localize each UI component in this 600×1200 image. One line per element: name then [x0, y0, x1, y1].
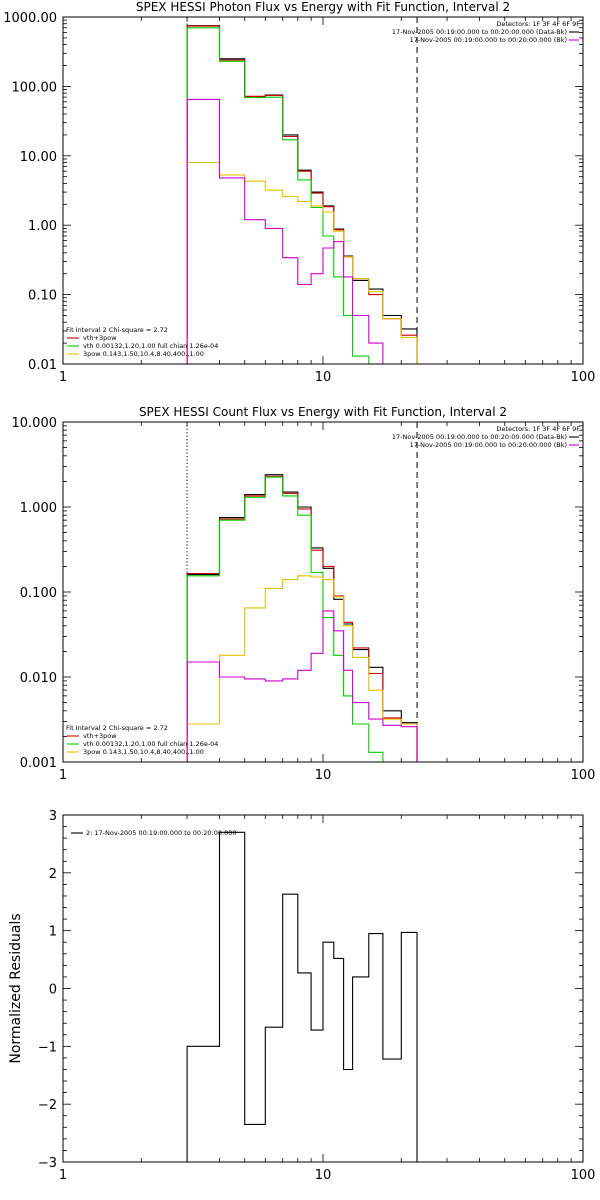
x-tick-label: 100	[571, 1168, 596, 1183]
y-tick-label: 1.000	[20, 501, 57, 516]
x-tick-label: 10	[315, 1168, 332, 1183]
info-line: 17-Nov-2005 00:19:00.000 to 00:20:00.000…	[392, 433, 567, 441]
y-tick-label: 1000.00	[3, 11, 57, 26]
legend-entry: Fit Interval 2 Chi-square = 2.72	[66, 326, 168, 334]
y-tick-label: 0.010	[20, 671, 57, 686]
series-3-line	[186, 476, 384, 762]
series-1-line	[186, 831, 418, 1162]
data-area	[186, 25, 418, 364]
legend-entry: 3pow 0.143,1.50,10.4,8.40,400.,1.00	[83, 748, 204, 756]
chart-panel-2: SPEX HESSI Count Flux vs Energy with Fit…	[12, 405, 596, 783]
y-tick-label: −3	[38, 1156, 57, 1171]
y-tick-label: 10.000	[12, 416, 58, 431]
x-tick-label: 10	[315, 370, 332, 385]
info-line: Detectors: 1F 3F 4F 6F 9F	[496, 20, 580, 28]
series-4-line	[186, 575, 418, 762]
info-line: Detectors: 1F 3F 4F 6F 9F	[496, 425, 580, 433]
legend-entry: Fit Interval 2 Chi-square = 2.72	[66, 724, 168, 732]
chart-title: SPEX HESSI Count Flux vs Energy with Fit…	[139, 405, 507, 419]
x-tick-label: 10	[315, 768, 332, 783]
info-line: 17-Nov-2005 00:19:00.000 to 00:20:00.000…	[410, 441, 567, 449]
legend-entry: 2: 17-Nov-2005 00:19:00.000 to 00:20:00.…	[86, 829, 236, 837]
y-tick-label: 1	[49, 925, 57, 940]
y-tick-label: −2	[38, 1098, 57, 1113]
legend-entry: vth+3pow	[83, 732, 117, 740]
series-5-line	[186, 98, 384, 364]
legend-entry: vth 0.00132,1.20,1.00 full chian 1.26e-0…	[83, 740, 218, 748]
y-tick-label: 0.10	[28, 289, 57, 304]
y-tick-label: 2	[49, 867, 57, 882]
x-tick-label: 100	[571, 768, 596, 783]
plot-frame	[62, 421, 584, 763]
y-tick-label: 0.100	[20, 586, 57, 601]
y-axis-label: Normalized Residuals	[8, 913, 24, 1063]
y-tick-label: 0	[49, 983, 57, 998]
legend-entry: vth 0.00132,1.20,1.00 full chian 1.26e-0…	[83, 342, 218, 350]
x-tick-label: 1	[59, 370, 67, 385]
series-3-line	[186, 27, 370, 364]
chart-panel-1: SPEX HESSI Photon Flux vs Energy with Fi…	[3, 0, 596, 385]
chart-title: SPEX HESSI Photon Flux vs Energy with Fi…	[136, 0, 510, 14]
info-line: 17-Nov-2005 00:19:00.000 to 00:20:00.000…	[410, 36, 567, 44]
legend-entry: 3pow 0.143,1.50,10.4,8.40,400.,1.00	[83, 350, 204, 358]
y-tick-label: 0.01	[28, 358, 57, 373]
series-1-line	[186, 474, 418, 762]
y-tick-label: 10.00	[20, 150, 57, 165]
info-line: 17-Nov-2005 00:19:00.000 to 00:20:00.000…	[392, 28, 567, 36]
y-tick-label: 100.00	[12, 80, 58, 95]
data-area	[186, 474, 418, 762]
y-tick-label: 0.001	[20, 756, 57, 771]
x-tick-label: 1	[59, 768, 67, 783]
series-2-line	[186, 475, 418, 762]
y-tick-label: 1.00	[28, 219, 57, 234]
x-tick-label: 100	[571, 370, 596, 385]
x-tick-label: 1	[59, 1168, 67, 1183]
plot-frame	[62, 814, 584, 1163]
legend-entry: vth+3pow	[83, 334, 117, 342]
y-tick-label: 3	[49, 809, 57, 824]
plot-frame	[62, 16, 584, 365]
chart-panel-3: 1 10 100 −3 −2 −1 0 1 2 3 Normalized Residuals 2: 1…	[8, 809, 595, 1183]
data-area	[186, 831, 418, 1162]
y-tick-label: −1	[38, 1040, 57, 1055]
series-4-line	[186, 161, 418, 364]
series-5-line	[186, 610, 418, 762]
